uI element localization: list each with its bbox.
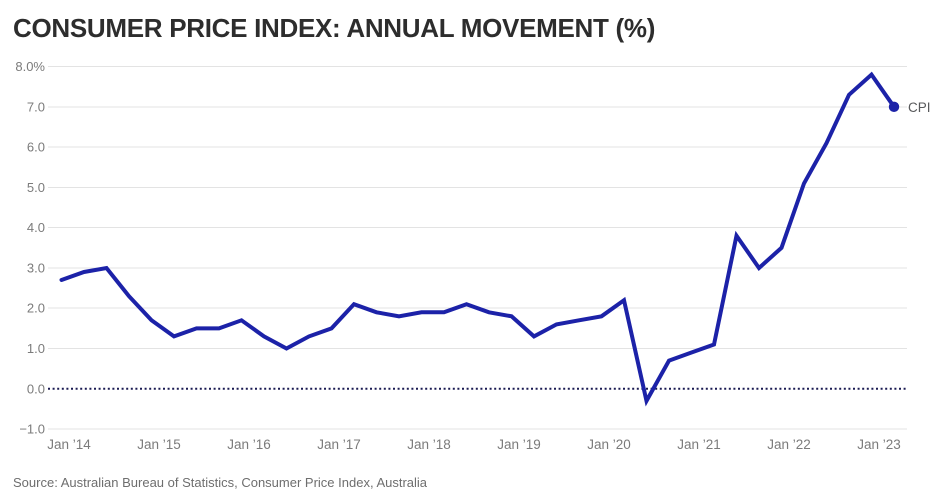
y-tick-label: −1.0 [19, 422, 45, 437]
cpi-end-marker-dot [888, 101, 900, 113]
y-axis-labels: 8.0% 7.0 6.0 5.0 4.0 3.0 2.0 1.0 0.0 −1.0 [15, 59, 45, 437]
x-axis-labels: Jan ’14 Jan ’15 Jan ’16 Jan ’17 Jan ’18 Jan ’… [47, 437, 901, 452]
x-tick-label: Jan ’15 [137, 437, 181, 452]
y-tick-label: 1.0 [27, 341, 45, 356]
x-tick-label: Jan ’16 [227, 437, 271, 452]
cpi-line [59, 71, 896, 407]
x-tick-label: Jan ’21 [677, 437, 721, 452]
y-tick-label: 0.0 [27, 381, 45, 396]
y-tick-label: 8.0% [15, 59, 45, 74]
x-tick-label: Jan ’19 [497, 437, 541, 452]
x-tick-label: Jan ’14 [47, 437, 91, 452]
x-tick-label: Jan ’17 [317, 437, 361, 452]
chart-title: CONSUMER PRICE INDEX: ANNUAL MOVEMENT (%… [13, 13, 656, 43]
cpi-series-label: CPI [908, 100, 931, 115]
x-tick-label: Jan ’23 [857, 437, 901, 452]
x-tick-label: Jan ’20 [587, 437, 631, 452]
source-attribution: Source: Australian Bureau of Statistics,… [13, 475, 428, 490]
y-tick-label: 6.0 [27, 140, 45, 155]
y-tick-label: 7.0 [27, 99, 45, 114]
x-tick-label: Jan ’18 [407, 437, 451, 452]
y-tick-label: 2.0 [27, 301, 45, 316]
y-tick-label: 4.0 [27, 220, 45, 235]
gridlines [48, 66, 907, 430]
x-tick-label: Jan ’22 [767, 437, 811, 452]
y-tick-label: 5.0 [27, 180, 45, 195]
y-tick-label: 3.0 [27, 260, 45, 275]
